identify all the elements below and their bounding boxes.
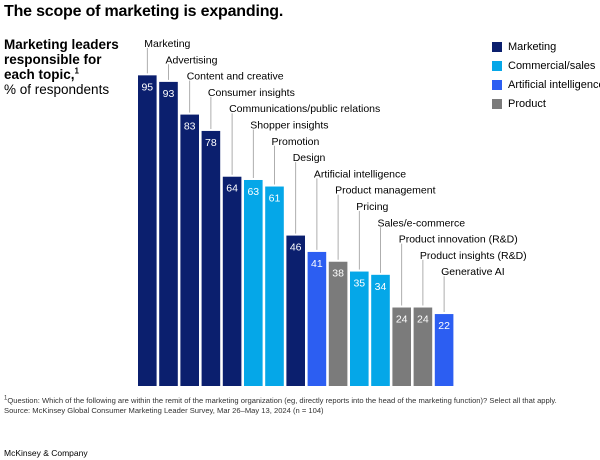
bar-shopper-insights: [244, 179, 263, 386]
value-label-product-insights-r-d: 24: [417, 314, 429, 326]
bar-product-innovation-r-d: [392, 307, 411, 386]
footnote: 1Question: Which of the following are wi…: [4, 395, 594, 416]
legend-swatch-marketing: [492, 42, 502, 52]
footnote-question: 1Question: Which of the following are wi…: [4, 395, 594, 406]
value-label-promotion: 61: [269, 193, 281, 205]
category-label-artificial-intelligence: Artificial intelligence: [314, 168, 406, 180]
subtitle-unit: % of respondents: [4, 82, 110, 97]
category-label-product-insights-r-d: Product insights (R&D): [420, 250, 527, 262]
chart-title: The scope of marketing is expanding.: [4, 3, 284, 20]
legend-label-marketing: Marketing: [508, 41, 557, 53]
category-label-content-and-creative: Content and creative: [187, 71, 284, 83]
legend-label-product: Product: [508, 98, 546, 110]
legend-item-marketing: Marketing: [492, 40, 600, 54]
category-label-sales-e-commerce: Sales/e-commerce: [378, 217, 466, 229]
category-label-marketing: Marketing: [144, 38, 190, 50]
bar-communications-public-relations: [222, 176, 242, 386]
legend-swatch-artificial-intelligence: [492, 80, 502, 90]
legend-item-product: Product: [492, 97, 600, 111]
value-label-sales-e-commerce: 34: [375, 281, 387, 293]
value-label-artificial-intelligence: 41: [311, 258, 323, 270]
value-label-generative-ai: 22: [438, 320, 450, 332]
chart-subtitle: Marketing leaders responsible for each t…: [4, 37, 134, 97]
subtitle-footnote-ref: 1: [74, 66, 79, 76]
footnote-ref: 1: [4, 395, 8, 402]
legend: Marketing Commercial/sales Artificial in…: [492, 40, 600, 116]
bar-artificial-intelligence: [307, 251, 327, 386]
value-label-marketing: 95: [141, 81, 153, 93]
category-label-product-innovation-r-d: Product innovation (R&D): [399, 234, 518, 246]
category-label-shopper-insights: Shopper insights: [250, 120, 328, 132]
bar-advertising: [159, 81, 178, 386]
category-label-consumer-insights: Consumer insights: [208, 87, 295, 99]
bar-promotion: [265, 186, 284, 386]
bar-design: [286, 235, 305, 386]
value-label-shopper-insights: 63: [247, 186, 259, 198]
category-label-generative-ai: Generative AI: [441, 266, 505, 278]
value-label-content-and-creative: 83: [184, 121, 196, 133]
value-label-pricing: 35: [353, 278, 365, 290]
legend-label-commercial-sales: Commercial/sales: [508, 60, 596, 72]
value-label-advertising: 93: [163, 88, 175, 100]
legend-swatch-product: [492, 99, 502, 109]
bar-product-management: [328, 261, 348, 386]
legend-swatch-commercial-sales: [492, 61, 502, 71]
category-label-advertising: Advertising: [166, 54, 218, 66]
category-label-design: Design: [293, 152, 326, 164]
category-label-pricing: Pricing: [356, 201, 388, 213]
bar-product-insights-r-d: [413, 307, 433, 386]
bar-pricing: [350, 271, 369, 386]
value-label-product-management: 38: [332, 268, 344, 280]
bar-marketing: [138, 75, 157, 386]
brand-logo-text: McKinsey & Company: [4, 448, 88, 458]
legend-item-commercial-sales: Commercial/sales: [492, 59, 600, 73]
legend-label-artificial-intelligence: Artificial intelligence: [508, 79, 600, 91]
bar-chart: 95 Marketing 93 Advertising 83 Content and cr…: [138, 38, 527, 386]
value-label-design: 46: [290, 242, 302, 254]
bar-sales-e-commerce: [371, 274, 390, 386]
value-label-communications-public-relations: 64: [226, 183, 238, 195]
bar-content-and-creative: [180, 114, 199, 386]
category-label-promotion: Promotion: [272, 136, 320, 148]
category-label-product-management: Product management: [335, 185, 435, 197]
bar-generative-ai: [434, 314, 454, 386]
footnote-source: Source: McKinsey Global Consumer Marketi…: [4, 406, 324, 415]
bar-consumer-insights: [201, 130, 221, 386]
subtitle-main: Marketing leaders responsible for each t…: [4, 37, 119, 82]
value-label-product-innovation-r-d: 24: [396, 314, 408, 326]
category-label-communications-public-relations: Communications/public relations: [229, 103, 380, 115]
footnote-question-text: Question: Which of the following are wit…: [7, 396, 557, 405]
legend-item-artificial-intelligence: Artificial intelligence: [492, 78, 600, 92]
value-label-consumer-insights: 78: [205, 137, 217, 149]
